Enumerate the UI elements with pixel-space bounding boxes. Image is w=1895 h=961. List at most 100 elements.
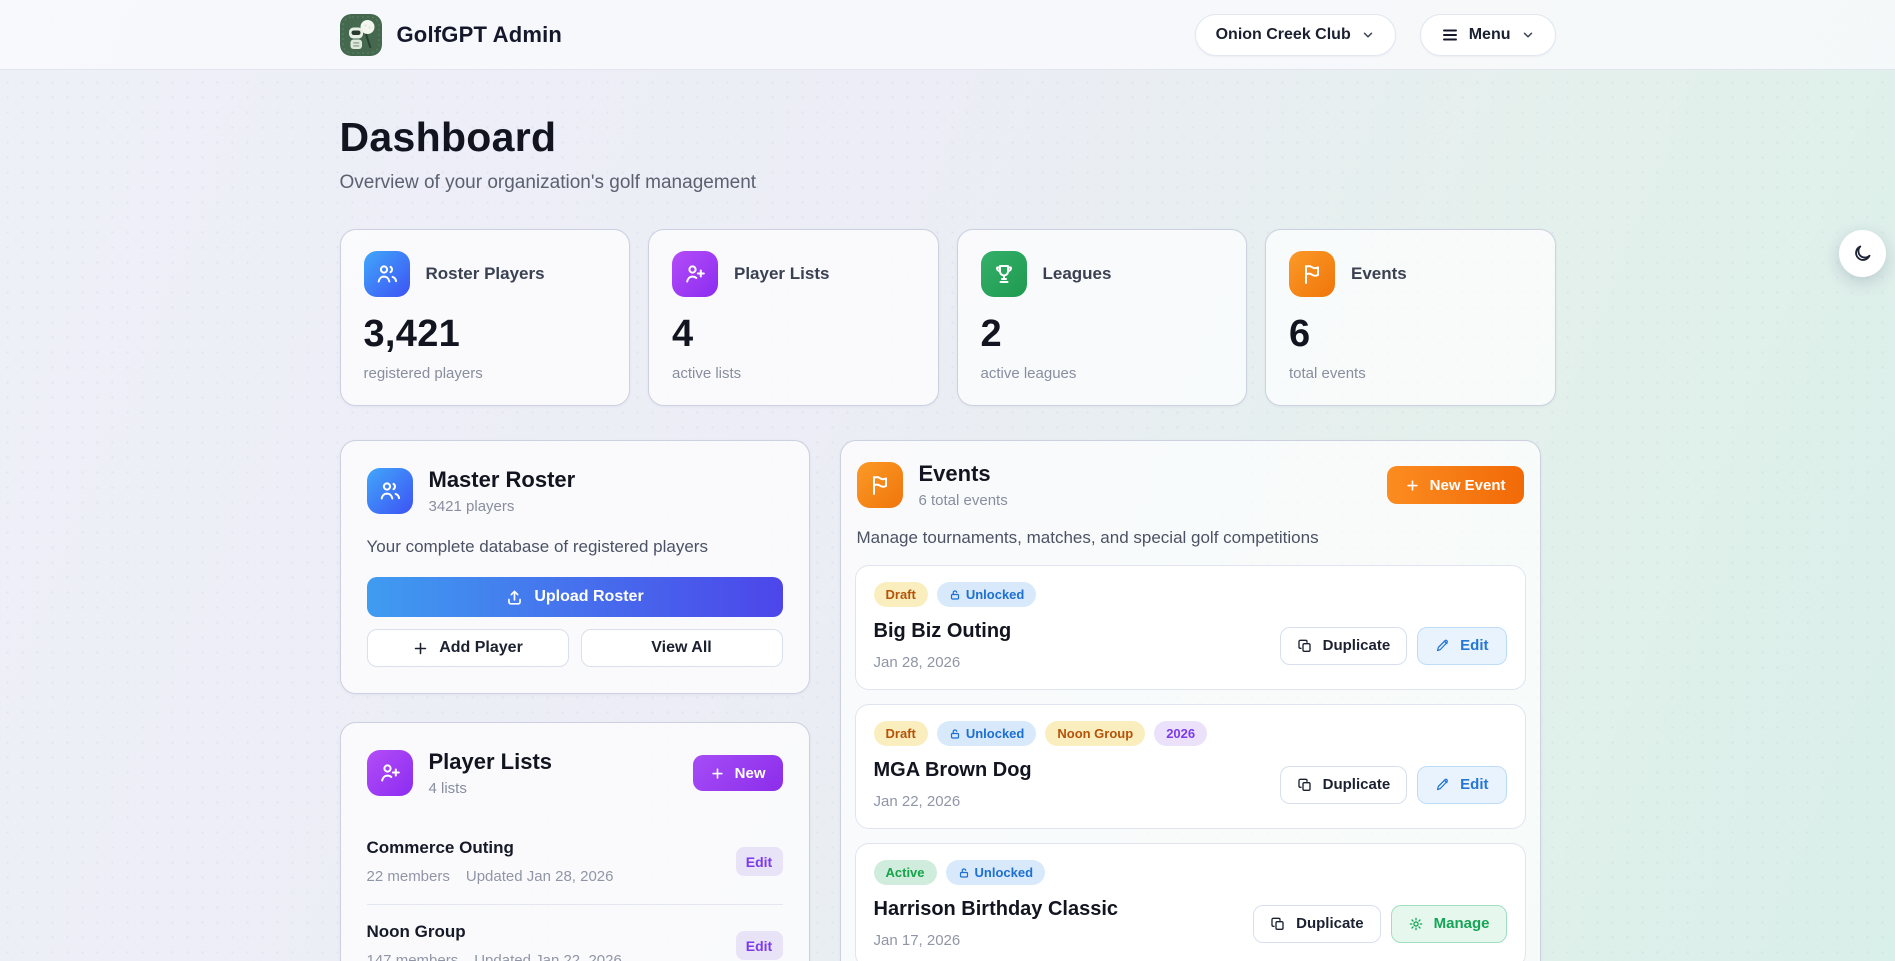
- new-list-label: New: [734, 764, 766, 782]
- player-lists-title: Player Lists: [428, 749, 553, 774]
- hamburger-icon: [1442, 29, 1457, 41]
- pencil-icon: [1437, 778, 1449, 791]
- unlock-icon: [950, 728, 959, 739]
- users-icon: [363, 251, 410, 297]
- copy-icon: [1297, 778, 1311, 791]
- upload-icon: [508, 590, 522, 605]
- event-title: MGA Brown Dog: [873, 759, 1032, 781]
- edit-list-button[interactable]: Edit: [735, 931, 783, 960]
- master-roster-card: Master Roster 3421 players Your complete…: [339, 440, 810, 694]
- stat-label: Roster Players: [425, 264, 545, 283]
- event-card: Draft Unlocked Noon Group 2026 MGA Brown…: [854, 704, 1526, 829]
- event-title: Harrison Birthday Classic: [873, 898, 1119, 920]
- stat-label: Leagues: [1042, 264, 1112, 283]
- copy-icon: [1271, 917, 1284, 930]
- app-title: GolfGPT Admin: [396, 22, 563, 47]
- view-all-button[interactable]: View All: [580, 629, 783, 667]
- stat-value: 3,421: [363, 313, 461, 355]
- dashboard-main: Dashboard Overview of your organization'…: [339, 70, 1556, 961]
- unlock-icon: [959, 867, 968, 878]
- plus-icon: [711, 767, 723, 779]
- list-members: 22 members: [366, 868, 450, 885]
- page-subtitle: Overview of your organization's golf man…: [339, 172, 757, 193]
- status-badge: Draft: [873, 721, 928, 746]
- status-badge: Active: [873, 860, 937, 885]
- list-updated: Updated Jan 28, 2026: [465, 868, 614, 885]
- chevron-down-icon: [1363, 32, 1372, 38]
- menu-label: Menu: [1468, 26, 1511, 43]
- events-description: Manage tournaments, matches, and special…: [856, 528, 1319, 547]
- stat-caption: total events: [1289, 365, 1366, 382]
- edit-list-button[interactable]: Edit: [735, 847, 783, 876]
- flag-icon: [856, 462, 903, 508]
- upload-roster-button[interactable]: Upload Roster: [366, 577, 783, 617]
- duplicate-event-button[interactable]: Duplicate: [1279, 626, 1408, 665]
- stat-value: 6: [1289, 313, 1311, 355]
- add-player-label: Add Player: [439, 639, 523, 656]
- events-title: Events: [918, 461, 991, 486]
- group-badge: Noon Group: [1045, 721, 1146, 746]
- stat-card-leagues[interactable]: Leagues 2 active leagues: [956, 229, 1247, 406]
- event-date: Jan 22, 2026: [873, 793, 961, 810]
- plus-icon: [1406, 479, 1418, 491]
- plus-icon: [414, 642, 427, 654]
- stat-caption: active lists: [672, 365, 742, 382]
- copy-icon: [1297, 639, 1311, 652]
- player-lists: Commerce Outing 22 members Updated Jan 2…: [366, 821, 783, 961]
- stat-card-player-lists[interactable]: Player Lists 4 active lists: [648, 229, 939, 406]
- events-count: 6 total events: [918, 492, 1008, 509]
- stat-label: Player Lists: [734, 264, 830, 283]
- new-event-label: New Event: [1429, 476, 1506, 494]
- stat-card-events[interactable]: Events 6 total events: [1265, 229, 1556, 406]
- menu-button[interactable]: Menu: [1419, 14, 1556, 56]
- stat-caption: registered players: [363, 365, 483, 382]
- theme-toggle-button[interactable]: [1839, 230, 1886, 277]
- master-roster-description: Your complete database of registered pla…: [366, 537, 708, 556]
- edit-event-button[interactable]: Edit: [1417, 765, 1507, 804]
- club-selector-label: Onion Creek Club: [1215, 26, 1351, 43]
- flag-icon: [1289, 251, 1335, 297]
- app-logo-icon: [339, 14, 382, 56]
- user-plus-icon: [366, 750, 413, 796]
- master-roster-count: 3421 players: [428, 498, 515, 515]
- event-title: Big Biz Outing: [873, 620, 1012, 642]
- lock-badge: Unlocked: [936, 721, 1037, 746]
- upload-roster-label: Upload Roster: [534, 588, 644, 605]
- event-date: Jan 28, 2026: [873, 654, 961, 671]
- edit-event-button[interactable]: Edit: [1417, 626, 1507, 665]
- new-event-button[interactable]: New Event: [1386, 466, 1524, 504]
- pencil-icon: [1437, 639, 1449, 652]
- list-name: Commerce Outing: [366, 838, 514, 857]
- stat-value: 2: [980, 313, 1002, 355]
- gear-icon: [1409, 917, 1422, 930]
- event-date: Jan 17, 2026: [873, 932, 961, 949]
- status-badge: Draft: [873, 582, 928, 607]
- page-title: Dashboard: [339, 114, 557, 160]
- events-panel: Events 6 total events New Event Manage t…: [839, 440, 1541, 961]
- duplicate-event-button[interactable]: Duplicate: [1279, 765, 1408, 804]
- stat-caption: active leagues: [980, 365, 1077, 382]
- stat-card-roster-players[interactable]: Roster Players 3,421 registered players: [339, 229, 630, 406]
- list-members: 147 members: [366, 952, 459, 961]
- manage-event-button[interactable]: Manage: [1390, 904, 1507, 943]
- player-lists-card: Player Lists 4 lists New Commerce Outing: [339, 722, 810, 961]
- lock-badge: Unlocked: [936, 582, 1037, 607]
- view-all-label: View All: [651, 639, 712, 656]
- list-item: Commerce Outing 22 members Updated Jan 2…: [366, 821, 783, 905]
- master-roster-title: Master Roster: [428, 467, 576, 492]
- event-card: Active Unlocked Harrison Birthday Classi…: [854, 843, 1526, 961]
- moon-icon: [1855, 245, 1871, 261]
- trophy-icon: [980, 251, 1027, 297]
- duplicate-event-button[interactable]: Duplicate: [1253, 904, 1381, 943]
- lock-badge: Unlocked: [945, 860, 1046, 885]
- new-list-button[interactable]: New: [692, 755, 783, 791]
- year-badge: 2026: [1154, 721, 1208, 746]
- club-selector-dropdown[interactable]: Onion Creek Club: [1194, 14, 1396, 56]
- stats-row: Roster Players 3,421 registered players …: [339, 229, 1556, 406]
- chevron-down-icon: [1523, 32, 1532, 38]
- left-column: Master Roster 3421 players Your complete…: [339, 440, 810, 961]
- add-player-button[interactable]: Add Player: [366, 629, 569, 667]
- list-item: Noon Group 147 members Updated Jan 22, 2…: [367, 905, 783, 961]
- top-bar: GolfGPT Admin Onion Creek Club Menu: [0, 0, 1895, 70]
- list-updated: Updated Jan 22, 2026: [474, 952, 622, 961]
